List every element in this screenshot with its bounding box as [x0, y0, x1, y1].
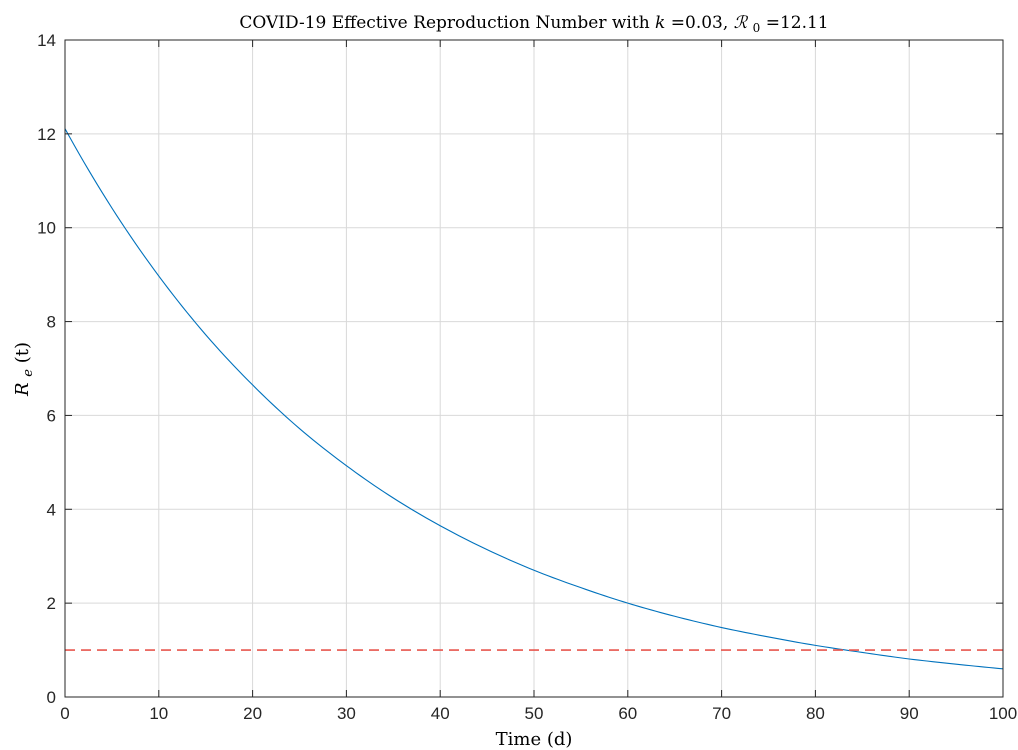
- x-tick-label: 10: [149, 704, 168, 723]
- y-tick-label: 14: [37, 31, 56, 50]
- x-tick-label: 60: [618, 704, 637, 723]
- title-r0-symbol: ℛ: [734, 13, 749, 33]
- title-r0-value: =12.11: [766, 13, 829, 33]
- x-tick-label: 0: [60, 704, 69, 723]
- y-tick-label: 4: [47, 500, 56, 519]
- tick-labels: 0 10 20 30 40 50 60 70 80 90 100 0 2 4 6 8 10 12 14: [37, 31, 1017, 723]
- y-label-args: (t): [12, 342, 33, 363]
- title-r0-subscript: 0: [753, 21, 761, 35]
- y-axis-label: R e (t): [12, 342, 37, 397]
- x-tick-label: 40: [431, 704, 450, 723]
- y-tick-label: 6: [47, 406, 56, 425]
- x-tick-label: 80: [806, 704, 825, 723]
- x-tick-label: 20: [243, 704, 262, 723]
- series-group: [64, 128, 1004, 670]
- title-k-value: =0.03,: [671, 13, 734, 33]
- y-tick-label: 12: [37, 125, 56, 144]
- x-tick-label: 50: [525, 704, 544, 723]
- series-line: [64, 128, 1004, 670]
- y-tick-label: 0: [47, 688, 56, 707]
- x-tick-label: 70: [712, 704, 731, 723]
- x-tick-label: 90: [900, 704, 919, 723]
- tick-marks: [64, 39, 1004, 698]
- grid-lines: [64, 39, 1004, 698]
- x-axis-label: Time (d): [496, 729, 573, 750]
- title-k-symbol: k: [655, 13, 665, 33]
- title-prefix: COVID-19 Effective Reproduction Number w…: [239, 13, 655, 33]
- y-tick-label: 2: [47, 594, 56, 613]
- x-tick-label: 100: [989, 704, 1017, 723]
- y-label-subscript: e: [21, 369, 36, 377]
- y-label-main: R: [12, 382, 33, 397]
- y-tick-label: 8: [47, 313, 56, 332]
- x-tick-label: 30: [337, 704, 356, 723]
- y-tick-label: 10: [37, 219, 56, 238]
- chart-title: COVID-19 Effective Reproduction Number w…: [239, 13, 828, 37]
